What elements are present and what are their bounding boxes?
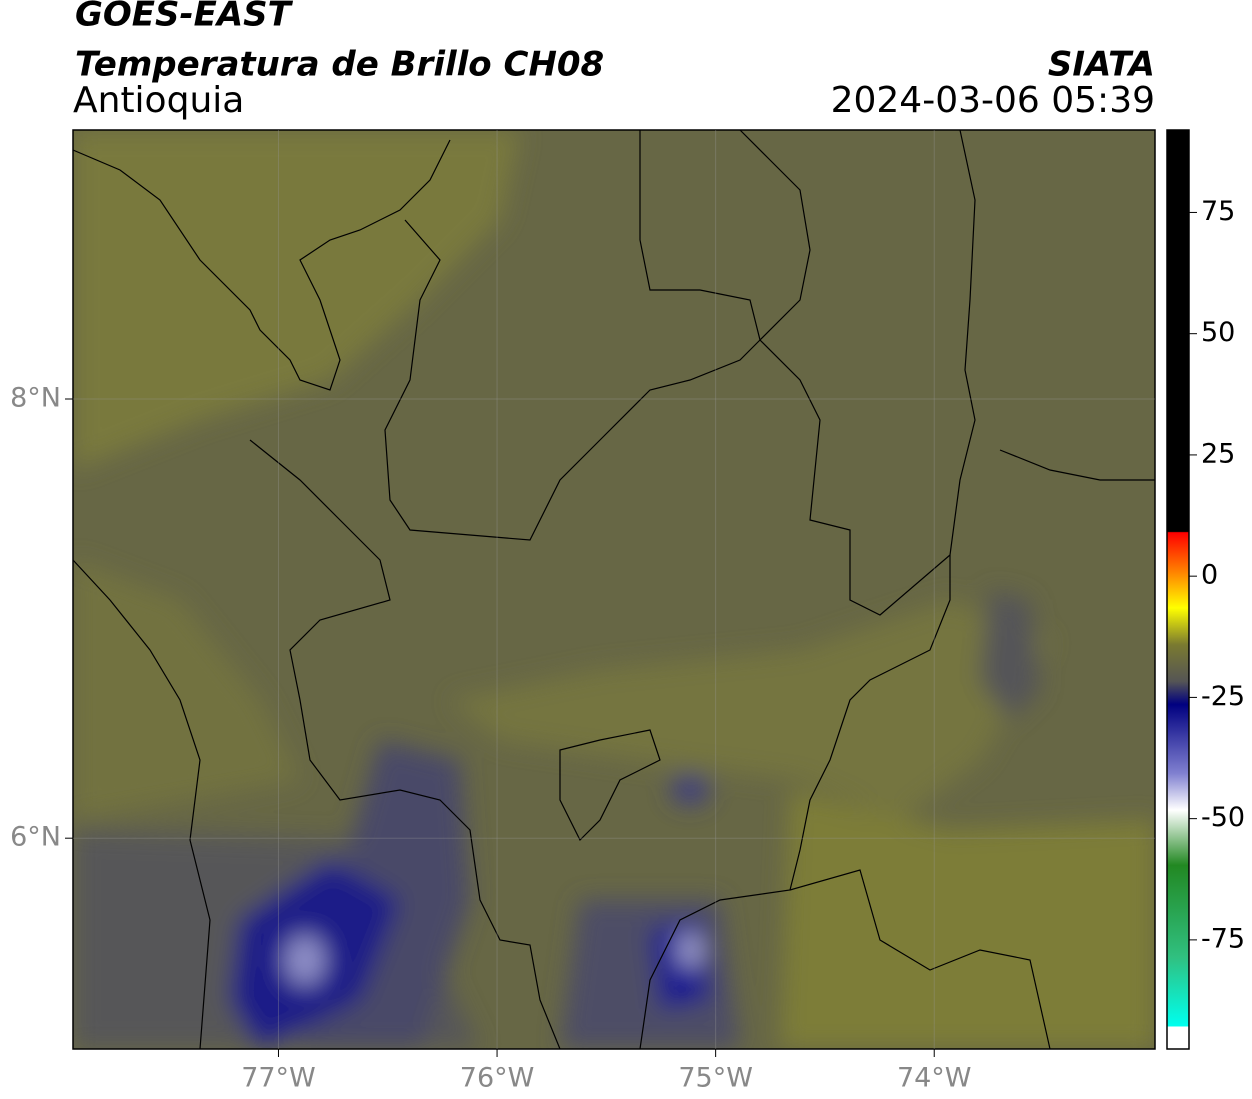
region: Antioquia (73, 80, 244, 121)
x-tick-label: 75°W (678, 1063, 753, 1094)
subtitle: Temperatura de Brillo CH08 (75, 45, 604, 85)
x-tick-label: 76°W (460, 1063, 535, 1094)
satellite-image (73, 130, 1155, 1049)
colorbar-label: -25 (1201, 681, 1245, 712)
colorbar-label: 50 (1201, 317, 1235, 348)
x-tick-label: 77°W (241, 1063, 316, 1094)
colorbar (1166, 129, 1190, 1050)
map-frame (72, 129, 1156, 1050)
y-tick-label: 6°N (10, 822, 61, 853)
colorbar-label: -75 (1201, 923, 1245, 954)
colorbar-label: 75 (1201, 196, 1235, 227)
x-tick-label: 74°W (897, 1063, 972, 1094)
title: GOES-EAST (75, 0, 294, 35)
y-tick-label: 8°N (10, 383, 61, 414)
colorbar-label: -50 (1201, 802, 1245, 833)
source: SIATA (1048, 45, 1155, 85)
colorbar-label: 0 (1201, 560, 1218, 591)
datetime: 2024-03-06 05:39 (831, 80, 1155, 121)
colorbar-label: 25 (1201, 438, 1235, 469)
